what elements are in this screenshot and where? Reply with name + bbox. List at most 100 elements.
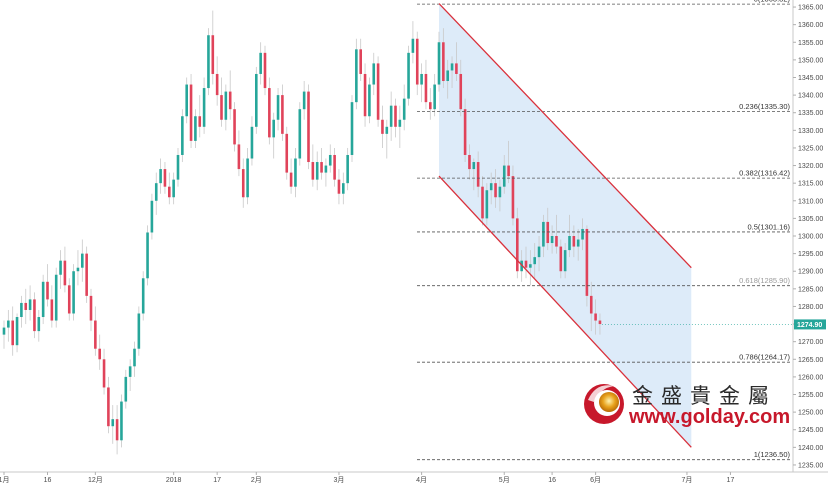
- candle-down: [285, 133, 289, 173]
- candle-up: [150, 200, 154, 233]
- candle-down: [198, 116, 202, 127]
- candle-down: [494, 183, 497, 198]
- candle-up: [346, 154, 349, 184]
- x-tick-label: 1月: [0, 476, 9, 484]
- candle-down: [311, 162, 315, 180]
- candle-up: [255, 73, 258, 127]
- candle-up: [372, 63, 376, 85]
- candle-up: [537, 246, 541, 258]
- candle-up: [368, 84, 371, 117]
- candle-down: [555, 236, 558, 247]
- candle-down: [333, 154, 336, 180]
- channel-lower-line: [438, 175, 692, 448]
- candle-up: [542, 221, 545, 247]
- candle-down: [594, 313, 597, 321]
- candle-up: [172, 179, 175, 198]
- candle-up: [402, 98, 406, 120]
- fib-level-label: 0.786(1264.17): [739, 353, 790, 362]
- current-price-tag: 1274.90: [601, 319, 826, 330]
- candle-up: [159, 169, 162, 184]
- candle-up: [124, 376, 128, 402]
- x-tick-label: 17: [213, 477, 221, 484]
- y-tick-label: 1320.00: [798, 163, 823, 170]
- candle-down: [585, 228, 589, 296]
- candle-down: [337, 179, 341, 194]
- candle-up: [485, 190, 489, 219]
- candle-down: [394, 105, 397, 127]
- y-tick-label: 1350.00: [798, 57, 823, 64]
- candle-up: [2, 327, 6, 335]
- candle-up: [529, 264, 532, 268]
- candle-up: [194, 116, 197, 141]
- channel-lines: [438, 3, 692, 448]
- y-tick-label: 1270.00: [798, 339, 823, 346]
- candle-down: [220, 95, 223, 120]
- candle-up: [324, 165, 328, 173]
- watermark-brand-text: 金盛貴金屬: [632, 384, 777, 408]
- candle-down: [415, 38, 419, 85]
- y-tick-label: 1365.00: [798, 5, 823, 12]
- y-tick-label: 1280.00: [798, 304, 823, 311]
- candle-down: [263, 52, 267, 89]
- x-tick-label: 7月: [681, 476, 692, 484]
- candle-up: [272, 119, 275, 138]
- current-price-label: 1274.90: [797, 322, 822, 329]
- y-tick-label: 1305.00: [798, 216, 823, 223]
- candle-down: [320, 162, 323, 173]
- candle-down: [189, 84, 193, 141]
- y-tick-label: 1360.00: [798, 22, 823, 29]
- fib-level-label: 0.236(1335.30): [739, 102, 790, 111]
- candle-down: [63, 260, 67, 286]
- candle-down: [516, 218, 519, 272]
- fib-level-label: 0.382(1316.42): [739, 169, 790, 178]
- candle-up: [385, 126, 389, 134]
- candle-down: [307, 91, 310, 163]
- candle-up: [315, 162, 319, 180]
- candle-down: [211, 35, 215, 74]
- y-tick-label: 1285.00: [798, 286, 823, 293]
- candle-up: [76, 267, 80, 272]
- candle-up: [185, 84, 188, 117]
- candle-down: [107, 387, 110, 427]
- candle-up: [411, 38, 415, 53]
- y-tick-label: 1330.00: [798, 128, 823, 135]
- candle-up: [355, 49, 358, 103]
- candle-up: [328, 154, 332, 166]
- y-tick-label: 1315.00: [798, 181, 823, 188]
- fib-level-label: 0.5(1301.16): [747, 222, 790, 231]
- candle-down: [98, 348, 101, 360]
- fib-level-label: 0.618(1285.90): [739, 276, 790, 285]
- candle-down: [459, 73, 463, 110]
- fib-level-label: 1(1236.50): [754, 450, 791, 459]
- candle-down: [168, 186, 171, 198]
- fib-level-label: 0(1365.82): [754, 0, 791, 4]
- candle-up: [37, 317, 41, 332]
- candle-down: [424, 73, 428, 103]
- candle-up: [207, 35, 210, 89]
- candle-down: [46, 281, 49, 300]
- x-tick-label: 16: [548, 477, 556, 484]
- candle-down: [163, 169, 167, 187]
- y-tick-label: 1355.00: [798, 40, 823, 47]
- candle-down: [463, 109, 467, 155]
- candle-up: [298, 109, 302, 159]
- channel-fill: [439, 3, 692, 448]
- candle-up: [389, 105, 393, 127]
- x-tick-label: 2月: [251, 476, 262, 484]
- candle-up: [141, 278, 145, 314]
- candle-down: [442, 42, 445, 82]
- candle-up: [276, 95, 280, 120]
- candle-down: [546, 221, 550, 244]
- channel-upper-line: [438, 3, 692, 269]
- y-tick-label: 1300.00: [798, 234, 823, 241]
- candle-down: [33, 299, 36, 332]
- y-tick-label: 1245.00: [798, 427, 823, 434]
- x-tick-label: 3月: [333, 476, 344, 484]
- candle-up: [446, 70, 449, 82]
- y-tick-label: 1335.00: [798, 110, 823, 117]
- y-tick-label: 1235.00: [798, 462, 823, 469]
- candle-down: [289, 172, 293, 187]
- candle-down: [67, 285, 71, 314]
